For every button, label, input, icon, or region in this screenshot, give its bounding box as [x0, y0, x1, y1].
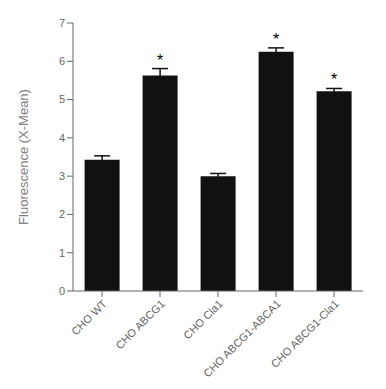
svg-text:3: 3	[59, 170, 65, 182]
svg-text:1: 1	[59, 247, 65, 259]
svg-text:Fluorescence (X-Mean): Fluorescence (X-Mean)	[16, 89, 31, 225]
svg-text:7: 7	[59, 17, 65, 29]
svg-text:CHO ABCG1-Cla1: CHO ABCG1-Cla1	[268, 297, 340, 369]
svg-text:2: 2	[59, 208, 65, 220]
svg-text:6: 6	[59, 55, 65, 67]
svg-text:CHO WT: CHO WT	[69, 297, 109, 337]
svg-text:0: 0	[59, 285, 65, 297]
svg-text:5: 5	[59, 93, 65, 105]
svg-text:*: *	[157, 52, 163, 69]
svg-text:*: *	[273, 31, 279, 48]
svg-text:CHO ABCG1-ABCA1: CHO ABCG1-ABCA1	[201, 297, 283, 379]
svg-text:CHO ABCG1: CHO ABCG1	[113, 297, 167, 351]
svg-text:*: *	[331, 71, 337, 88]
svg-text:4: 4	[59, 132, 65, 144]
svg-text:CHO Cla1: CHO Cla1	[181, 297, 225, 341]
